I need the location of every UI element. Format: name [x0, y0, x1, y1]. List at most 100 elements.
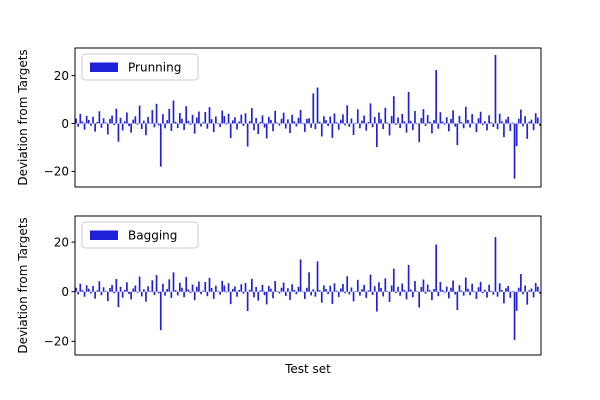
- bar: [471, 114, 473, 124]
- bar: [405, 291, 408, 300]
- bar: [513, 123, 516, 179]
- bar: [90, 123, 92, 126]
- bar: [431, 123, 433, 134]
- bar: [295, 291, 298, 295]
- bar: [136, 291, 139, 293]
- bar: [223, 116, 226, 124]
- bar: [155, 103, 158, 124]
- bar: [458, 285, 461, 292]
- legend-box: [81, 221, 199, 249]
- bar: [380, 287, 382, 292]
- bar: [200, 291, 202, 295]
- bar: [539, 123, 541, 126]
- bar: [397, 286, 399, 292]
- bar: [342, 284, 344, 292]
- bar: [505, 119, 507, 124]
- bar: [253, 123, 255, 131]
- bar: [117, 123, 120, 142]
- bar: [217, 123, 219, 124]
- bar: [369, 103, 372, 124]
- bar: [333, 113, 336, 124]
- bar: [204, 282, 207, 292]
- bar: [240, 114, 243, 124]
- bar: [193, 291, 196, 301]
- axes-frame: [74, 47, 542, 188]
- bar: [515, 123, 518, 147]
- bar: [297, 286, 300, 292]
- bar: [511, 290, 514, 292]
- bar: [104, 122, 107, 124]
- bar: [403, 121, 406, 124]
- bar: [151, 280, 154, 292]
- bar: [384, 278, 387, 292]
- bar: [174, 290, 177, 292]
- bar: [337, 123, 340, 130]
- bar: [121, 123, 124, 131]
- bar: [75, 287, 77, 292]
- bar: [354, 291, 357, 292]
- bar: [172, 100, 175, 124]
- bar: [308, 118, 310, 124]
- bar: [138, 105, 141, 124]
- y-tick-label: 0: [61, 117, 69, 131]
- bar: [202, 122, 204, 124]
- bar: [278, 123, 281, 126]
- bar: [246, 123, 249, 147]
- bar: [441, 289, 444, 292]
- bar: [367, 290, 370, 292]
- bar: [327, 291, 329, 294]
- bar: [424, 291, 427, 294]
- bar: [191, 114, 194, 124]
- bar: [210, 119, 213, 124]
- bar: [132, 288, 135, 292]
- bar: [142, 120, 145, 124]
- bar: [240, 284, 243, 292]
- bar: [399, 291, 401, 296]
- bar: [488, 284, 490, 292]
- bar: [215, 285, 217, 292]
- bar: [181, 287, 183, 292]
- bar: [128, 291, 130, 294]
- bar: [293, 289, 296, 292]
- bar-series: [75, 54, 541, 179]
- bar: [350, 287, 353, 292]
- y-tick-label: −20: [44, 165, 69, 179]
- bar: [179, 112, 181, 124]
- bar: [337, 291, 340, 297]
- bar: [142, 289, 145, 292]
- bar: [126, 282, 128, 292]
- bar: [479, 281, 482, 292]
- bar: [151, 110, 154, 124]
- y-tick-label: −20: [44, 335, 69, 349]
- bar: [378, 112, 380, 124]
- bar: [405, 123, 408, 133]
- bar: [198, 281, 200, 292]
- bar: [153, 123, 156, 128]
- bar: [375, 123, 378, 147]
- bar: [492, 291, 495, 295]
- bar: [507, 116, 510, 124]
- bar: [418, 123, 421, 143]
- bar: [412, 123, 414, 130]
- bar: [420, 286, 423, 292]
- bar: [513, 291, 516, 341]
- bar: [318, 290, 321, 292]
- bar: [344, 291, 346, 294]
- bar: [477, 118, 480, 124]
- bar: [174, 121, 177, 124]
- bar: [189, 123, 192, 125]
- bar: [422, 279, 425, 292]
- bar: [77, 291, 80, 295]
- bar: [259, 122, 262, 124]
- bar: [274, 281, 277, 292]
- bar: [102, 287, 105, 292]
- bar: [183, 291, 185, 298]
- bar: [115, 108, 118, 124]
- bar: [128, 123, 130, 127]
- bar: [153, 291, 156, 295]
- bar: [375, 291, 378, 312]
- bar: [117, 291, 120, 308]
- bar: [503, 291, 505, 304]
- bar: [356, 109, 359, 124]
- bar: [401, 113, 404, 124]
